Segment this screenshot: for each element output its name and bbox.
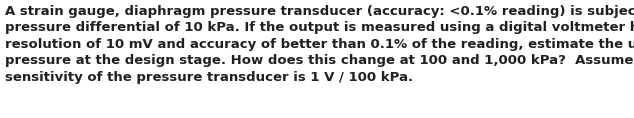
Text: A strain gauge, diaphragm pressure transducer (accuracy: <0.1% reading) is subje: A strain gauge, diaphragm pressure trans… [5, 5, 634, 84]
